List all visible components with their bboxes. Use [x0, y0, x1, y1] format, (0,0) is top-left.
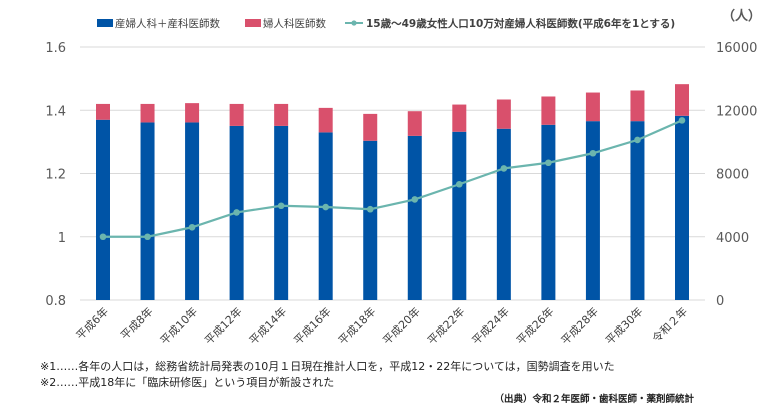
unit-label: （人） [722, 8, 761, 24]
bar-obgyn [452, 131, 467, 300]
line-point [322, 203, 329, 211]
right-tick-label: 4000 [716, 231, 749, 246]
line-point [411, 196, 419, 203]
bar-obgyn [96, 119, 110, 300]
bar-gynecology [229, 103, 244, 126]
line-point [277, 202, 285, 210]
legend-label-ratio: 15歳～49歳女性人口10万対産婦人科医師数(平成6年を1とする) [366, 17, 675, 30]
bar-obgyn [274, 125, 289, 300]
category-label: 平成6年 [73, 304, 111, 342]
bar-gynecology [630, 90, 645, 122]
bar-obgyn [496, 128, 511, 300]
bar-obgyn [630, 121, 645, 301]
line-point [678, 117, 686, 124]
legend-marker-ratio [351, 20, 357, 26]
source-note: （出典）令和２年医師・歯科医師・薬剤師統計 [494, 394, 694, 405]
bar-gynecology [496, 99, 511, 129]
category-label: 平成18年 [335, 304, 378, 347]
footnote-2: ※2……平成18年に「臨床研修医」という項目が新設された [40, 376, 335, 389]
left-tick-label: 0.8 [45, 294, 66, 309]
category-label: 平成10年 [157, 304, 200, 347]
line-point [589, 149, 597, 157]
bar-gynecology [675, 84, 689, 116]
line-point [545, 159, 552, 167]
line-point [366, 205, 374, 213]
bar-obgyn [675, 115, 689, 300]
left-tick-label: 1.4 [45, 104, 66, 119]
bar-gynecology [407, 111, 422, 136]
left-tick-label: 1.2 [45, 168, 66, 183]
legend-label-gynecology: 婦人科医師数 [263, 17, 326, 30]
bar-gynecology [585, 92, 600, 122]
right-tick-label: 0 [716, 294, 724, 309]
category-label: 平成20年 [380, 304, 423, 347]
category-label: 平成26年 [513, 304, 556, 347]
line-point [99, 233, 107, 241]
bar-gynecology [185, 103, 200, 123]
bar-gynecology [140, 103, 155, 123]
bar-obgyn [363, 140, 378, 300]
bar-gynecology [318, 107, 333, 133]
right-tick-label: 8000 [716, 168, 749, 183]
bar-obgyn [185, 122, 200, 300]
line-point [500, 165, 508, 172]
bar-obgyn [318, 132, 333, 300]
category-label: 平成28年 [558, 304, 601, 347]
line-point [456, 180, 463, 188]
bar-gynecology [541, 96, 556, 125]
right-tick-label: 16000 [716, 41, 757, 56]
legend-swatch-obgyn [97, 19, 113, 27]
left-tick-label: 1 [58, 231, 66, 246]
bar-gynecology [96, 103, 110, 120]
category-label: 令和２年 [649, 304, 690, 345]
line-ratio [103, 119, 683, 238]
bar-obgyn [541, 124, 556, 300]
category-label: 平成30年 [602, 304, 645, 347]
footnote-1: ※1……各年の人口は，総務省統計局発表の10月１日現在推計人口を，平成12・22… [40, 360, 615, 373]
right-tick-label: 12000 [716, 104, 757, 119]
line-point [144, 233, 151, 241]
left-tick-label: 1.6 [45, 41, 66, 56]
category-label: 平成14年 [246, 304, 289, 347]
line-point [233, 209, 240, 216]
bar-gynecology [274, 103, 289, 126]
bar-obgyn [585, 121, 600, 301]
category-label: 平成8年 [117, 304, 155, 342]
bar-gynecology [363, 113, 378, 141]
category-label: 平成16年 [291, 304, 334, 347]
category-label: 平成22年 [424, 304, 467, 347]
legend-label-obgyn: 産婦人科＋産科医師数 [115, 17, 220, 30]
line-point [188, 223, 196, 231]
bar-obgyn [407, 135, 422, 300]
line-point [634, 136, 641, 144]
bar-obgyn [140, 122, 155, 300]
category-label: 平成12年 [202, 304, 245, 347]
legend-swatch-gynecology [245, 19, 261, 27]
bar-gynecology [452, 104, 467, 132]
category-label: 平成24年 [469, 304, 512, 347]
